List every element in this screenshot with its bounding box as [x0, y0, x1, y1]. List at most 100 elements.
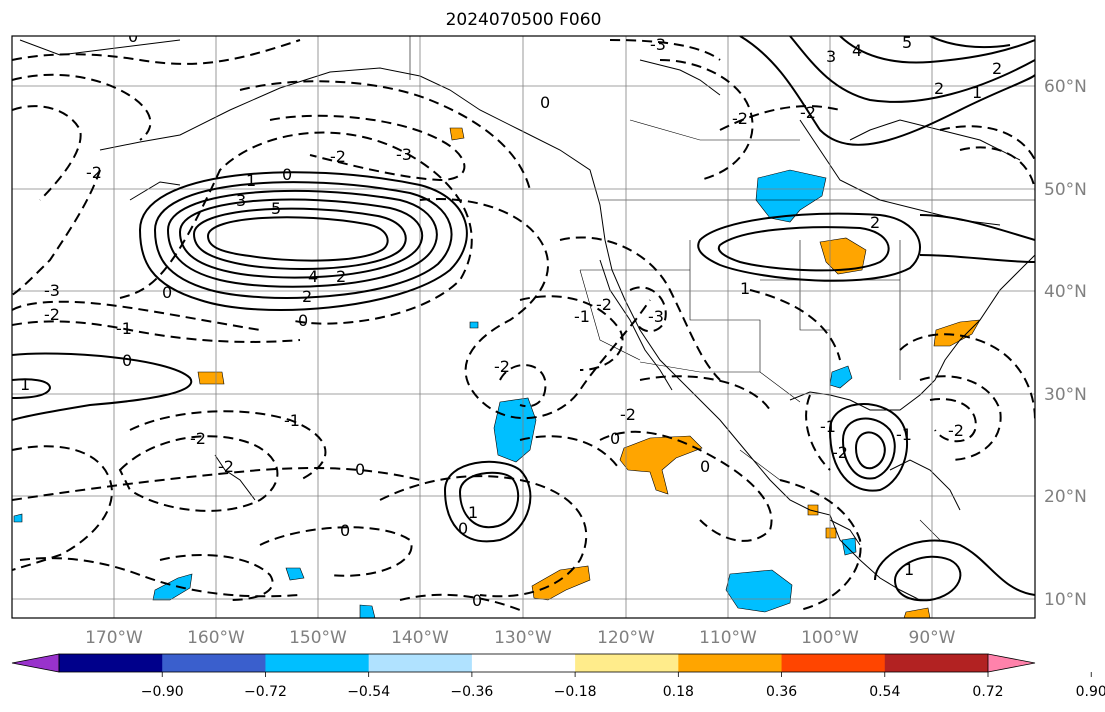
contour-label: -2	[948, 421, 964, 440]
colorbar-tick-label: 0.54	[869, 684, 900, 700]
contour-label: -1	[896, 425, 912, 444]
orange-region	[903, 607, 931, 618]
colorbar-tick-label: 0.90	[1076, 684, 1105, 700]
lon-label: 150°W	[289, 628, 347, 648]
contour-label: 1	[904, 560, 914, 579]
contour-label: 2	[934, 79, 944, 98]
contour-label: -1	[116, 319, 132, 338]
blue-region	[755, 169, 827, 223]
contour-label: 0	[162, 283, 172, 302]
contour-label: -2	[732, 109, 748, 128]
contour-label: 0	[610, 429, 620, 448]
blue-region	[359, 604, 376, 618]
contour-label: -2	[596, 295, 612, 314]
contour-label: -1	[574, 307, 590, 326]
contour-label: 0	[700, 457, 710, 476]
contour-label: -3	[44, 281, 60, 300]
contour-label: -1	[284, 411, 300, 430]
blue-region	[841, 537, 857, 556]
orange-region	[531, 565, 591, 601]
colorbar-cell	[678, 654, 783, 672]
contour-label: 2	[870, 213, 880, 232]
contour-label: 0	[340, 521, 350, 540]
contour-label: 1	[740, 279, 750, 298]
orange-region	[449, 127, 465, 141]
colorbar-cell	[162, 654, 266, 672]
colorbar-outline-right	[987, 653, 1036, 673]
colorbar-tick-label: −0.36	[450, 684, 493, 700]
contour-label: -2	[800, 103, 816, 122]
map-frame	[11, 35, 1036, 619]
lat-label: 10°N	[1044, 590, 1087, 610]
zero-contours	[12, 131, 831, 611]
colorbar-outline	[58, 653, 989, 673]
lon-label: 160°W	[187, 628, 245, 648]
contour-label: 0	[128, 27, 138, 46]
lon-label: 130°W	[494, 628, 552, 648]
lon-label: 100°W	[801, 628, 859, 648]
colorbar-cell	[988, 654, 1035, 672]
longitude-labels: 170°W 160°W 150°W 140°W 130°W 120°W 110°…	[85, 628, 956, 648]
contour-label: 5	[271, 199, 281, 218]
positive-contours	[12, 36, 1035, 602]
lon-label: 170°W	[85, 628, 143, 648]
colorbar-cell	[368, 654, 473, 672]
orange-region	[933, 319, 981, 347]
colorbar-tick-label: −0.72	[244, 684, 287, 700]
colorbar-cell	[471, 654, 576, 672]
contour-label: 1	[246, 171, 256, 190]
contour-label: -2	[620, 405, 636, 424]
lat-label: 50°N	[1044, 180, 1087, 200]
lon-label: 140°W	[391, 628, 449, 648]
colorbar: −0.90 −0.72 −0.54 −0.36 −0.18 0.18 0.36 0.54 0.7…	[11, 653, 1105, 700]
negative-contours	[12, 39, 1035, 611]
map-title: 2024070500 F060	[445, 10, 602, 30]
gridlines	[12, 36, 1035, 618]
lon-label: 110°W	[699, 628, 757, 648]
contour-label: 2	[302, 287, 312, 306]
contour-label: -3	[396, 145, 412, 164]
lat-label: 40°N	[1044, 282, 1087, 302]
orange-region	[819, 237, 867, 275]
colorbar-cells	[12, 654, 1035, 672]
colorbar-cell	[265, 654, 370, 672]
contour-label: 2	[336, 267, 346, 286]
orange-region	[807, 504, 819, 516]
blue-region	[285, 567, 305, 581]
contour-label: -2	[86, 163, 102, 182]
contour-label: 4	[308, 267, 318, 286]
contour-label: -3	[648, 307, 664, 326]
colorbar-tick-label: 0.72	[972, 684, 1003, 700]
colorbar-ticks: −0.90 −0.72 −0.54 −0.36 −0.18 0.18 0.36 0.54 0.7…	[141, 672, 1105, 700]
contour-label: 0	[355, 460, 365, 479]
contour-label: 3	[826, 47, 836, 66]
blue-region	[469, 321, 479, 329]
colorbar-tick-label: −0.18	[554, 684, 597, 700]
map-area	[12, 36, 1035, 618]
lon-label: 120°W	[597, 628, 655, 648]
contour-label: 3	[236, 191, 246, 210]
orange-region	[619, 435, 703, 495]
contour-label: -2	[218, 457, 234, 476]
contour-label: 1	[972, 83, 982, 102]
contour-label: 0	[282, 165, 292, 184]
blue-region	[13, 513, 23, 523]
contour-label: 1	[20, 375, 30, 394]
latitude-labels: 60°N 50°N 40°N 30°N 20°N 10°N	[1044, 77, 1087, 610]
contour-label: -2	[44, 305, 60, 324]
lat-label: 30°N	[1044, 385, 1087, 405]
contour-label: -2	[330, 147, 346, 166]
colorbar-cell	[59, 654, 163, 672]
colorbar-cell	[12, 654, 59, 672]
colorbar-cell	[575, 654, 679, 672]
lat-label: 60°N	[1044, 77, 1087, 97]
colorbar-cell	[884, 654, 989, 672]
contour-label: 0	[122, 351, 132, 370]
orange-region	[825, 527, 837, 539]
blue-region	[152, 573, 193, 601]
contour-label: 4	[852, 41, 862, 60]
colorbar-tick-label: 0.18	[663, 684, 694, 700]
contour-label: 0	[458, 519, 468, 538]
contour-label: 1	[468, 503, 478, 522]
